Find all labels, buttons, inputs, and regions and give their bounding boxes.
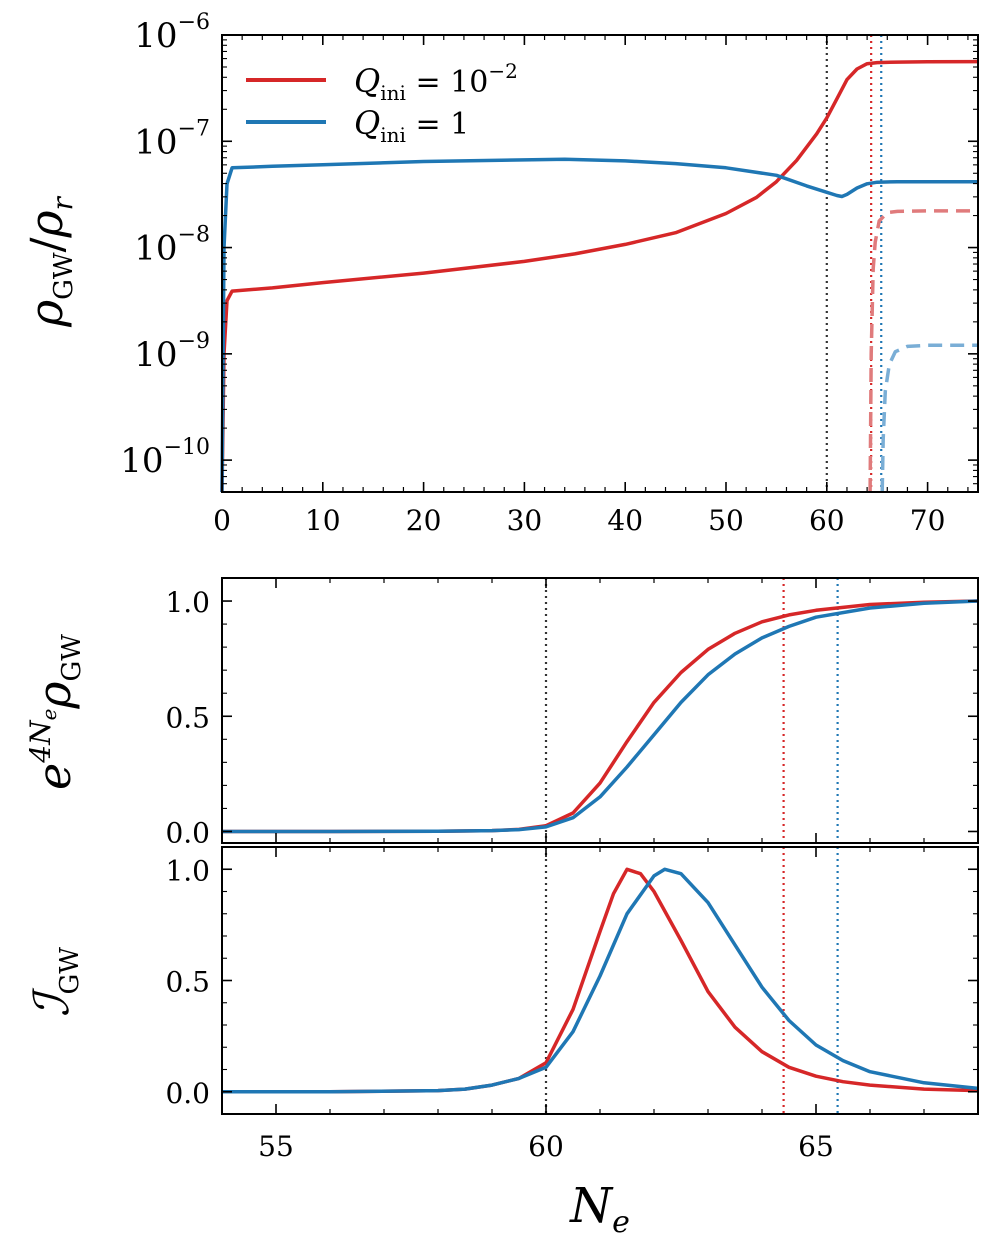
top-ylabel: ρGW/ρr xyxy=(19,195,79,327)
middle-panel: 0.0 0.5 1.0 e4NeρGW xyxy=(24,577,979,849)
bottom-panel-ticks: 55 60 65 0.0 0.5 1.0 xyxy=(165,847,979,1163)
top-panel: 0 10 20 30 40 50 60 70 10−10 10−9 10−8 10−7 10−6 Qin… xyxy=(19,10,979,537)
top-xtick-label: 10 xyxy=(305,504,341,537)
middle-panel-ylabel: e4NeρGW xyxy=(24,634,87,790)
bottom-xtick-label: 60 xyxy=(528,1130,564,1163)
middle-ytick-label: 1.0 xyxy=(165,586,210,619)
top-panel-ylabel: ρGW/ρr xyxy=(19,195,79,327)
bottom-ylabel: ℐGW xyxy=(24,947,85,1017)
top-xtick-label: 60 xyxy=(809,504,845,537)
bottom-xlabel: Ne xyxy=(569,1178,630,1240)
middle-panel-series xyxy=(222,578,979,843)
middle-ylabel: e4NeρGW xyxy=(24,634,87,790)
top-ytick-label: 10−8 xyxy=(134,223,210,269)
middle-ytick-label: 0.5 xyxy=(165,701,210,734)
middle-series-line-1 xyxy=(222,599,979,834)
top-ytick-label: 10−6 xyxy=(134,10,210,56)
top-xtick-label: 70 xyxy=(910,504,946,537)
top-panel-frame xyxy=(221,34,979,493)
bottom-panel-xlabel: Ne xyxy=(569,1178,630,1240)
top-ytick-label: 10−9 xyxy=(134,329,210,375)
middle-panel-ticks: 0.0 0.5 1.0 xyxy=(165,578,979,849)
bottom-ytick-label: 1.0 xyxy=(165,854,210,887)
bottom-panel: 55 60 65 0.0 0.5 1.0 ℐGW Ne xyxy=(24,846,979,1240)
bottom-series-line-1 xyxy=(222,867,979,1094)
bottom-ytick-label: 0.5 xyxy=(165,966,210,999)
top-panel-ticks: 0 10 20 30 40 50 60 70 10−10 10−9 10−8 10−7 10−6 xyxy=(120,10,978,537)
top-series-line-3 xyxy=(880,343,978,493)
bottom-ytick-label: 0.0 xyxy=(165,1077,210,1110)
top-xtick-label: 0 xyxy=(213,504,231,537)
bottom-series-line-0 xyxy=(222,867,979,1094)
bottom-xtick-label: 55 xyxy=(258,1130,294,1163)
top-series-line-2 xyxy=(868,209,978,493)
middle-panel-frame xyxy=(221,577,979,844)
bottom-panel-series xyxy=(222,847,979,1114)
middle-ytick-label: 0.0 xyxy=(165,816,210,849)
top-panel-series xyxy=(220,35,979,493)
bottom-panel-ylabel: ℐGW xyxy=(24,947,85,1017)
top-xtick-label: 30 xyxy=(507,504,543,537)
top-ytick-label: 10−7 xyxy=(134,116,210,162)
top-series-line-0 xyxy=(220,59,979,493)
bottom-panel-frame xyxy=(221,846,979,1115)
top-xtick-label: 40 xyxy=(607,504,643,537)
legend-label-1: Qini = 1 xyxy=(354,104,469,147)
top-xtick-label: 20 xyxy=(406,504,442,537)
top-ytick-label: 10−10 xyxy=(120,435,210,481)
legend-label-0: Qini = 10−2 xyxy=(354,59,518,105)
top-xtick-label: 50 xyxy=(708,504,744,537)
bottom-xtick-label: 65 xyxy=(798,1130,834,1163)
top-series-line-1 xyxy=(220,157,978,493)
